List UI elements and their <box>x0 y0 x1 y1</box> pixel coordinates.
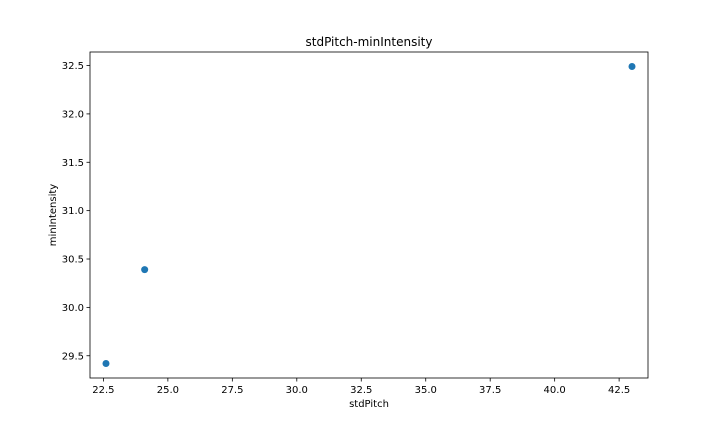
x-tick-label: 22.5 <box>92 385 114 396</box>
y-tick-label: 32.0 <box>62 109 84 120</box>
y-tick-label: 29.5 <box>62 351 84 362</box>
y-tick-label: 31.5 <box>62 158 84 169</box>
x-tick-label: 27.5 <box>221 385 243 396</box>
x-tick-label: 42.5 <box>608 385 630 396</box>
data-points <box>102 63 636 367</box>
y-axis-label: minIntensity <box>48 184 59 246</box>
y-tick-label: 30.0 <box>62 303 84 314</box>
x-tick-label: 25.0 <box>157 385 179 396</box>
data-point <box>628 63 636 71</box>
x-axis: 22.5 25.0 27.5 30.0 32.5 35.0 37.5 40.0 42.5 <box>92 378 630 396</box>
y-tick-label: 30.5 <box>62 255 84 266</box>
x-tick-label: 40.0 <box>544 385 566 396</box>
chart-title: stdPitch-minIntensity <box>306 35 433 49</box>
data-point <box>102 359 110 367</box>
x-tick-label: 37.5 <box>479 385 501 396</box>
x-axis-label: stdPitch <box>349 399 389 410</box>
x-tick-label: 30.0 <box>286 385 308 396</box>
y-axis: 29.5 30.0 30.5 31.0 31.5 32.0 32.5 <box>62 61 90 362</box>
x-tick-label: 32.5 <box>350 385 372 396</box>
y-tick-label: 31.0 <box>62 206 84 217</box>
y-tick-label: 32.5 <box>62 61 84 72</box>
x-tick-label: 35.0 <box>415 385 437 396</box>
plot-area <box>89 51 649 379</box>
data-point <box>141 266 149 274</box>
